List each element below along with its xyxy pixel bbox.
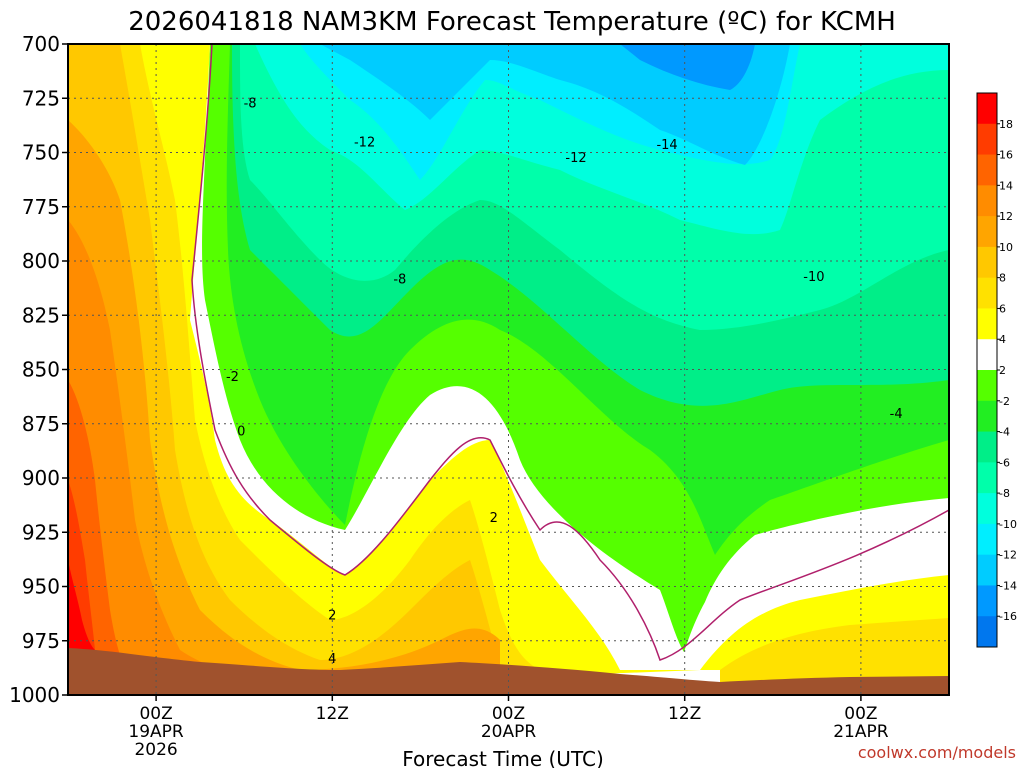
colorbar-swatch xyxy=(977,493,997,525)
credit-text: coolwx.com/models xyxy=(858,743,1016,762)
contour-label: 2 xyxy=(328,609,336,624)
y-tick-label: 900 xyxy=(22,466,60,490)
y-tick-label: 950 xyxy=(22,575,60,599)
colorbar-label: -12 xyxy=(999,549,1017,562)
terrain xyxy=(68,648,949,695)
y-tick-label: 850 xyxy=(22,358,60,382)
colorbar-label: -6 xyxy=(999,456,1010,469)
y-axis: 700 725 750 775 800 825 850 875 900 925 950 975 1000 xyxy=(9,32,68,707)
contour-label: -10 xyxy=(803,270,824,285)
colorbar-label: 16 xyxy=(999,149,1013,162)
contour-label: 2 xyxy=(490,511,498,526)
colorbar-label: -10 xyxy=(999,518,1017,531)
colorbar-swatch xyxy=(977,431,997,463)
colorbar-label: 18 xyxy=(999,118,1013,131)
x-tick-label: 00Z xyxy=(492,704,525,724)
colorbar-swatch xyxy=(977,246,997,279)
colorbar: 18 16 14 12 10 8 6 4 2 -2 -4 -6 -8 -10 -12 -14 -16 xyxy=(976,92,1017,648)
colorbar-swatch xyxy=(977,308,997,340)
contour-0 xyxy=(191,44,949,661)
colorbar-label: 2 xyxy=(999,364,1006,377)
y-tick-label: 975 xyxy=(22,629,60,653)
colorbar-label: 10 xyxy=(999,241,1013,254)
x-tick-label: 00Z xyxy=(139,704,172,724)
band-plus16 xyxy=(68,560,95,655)
colorbar-swatch xyxy=(977,585,997,617)
contour-label: -8 xyxy=(393,272,406,287)
colorbar-label: -14 xyxy=(999,579,1017,592)
colorbar-label: -2 xyxy=(999,395,1010,408)
y-tick-label: 800 xyxy=(22,249,60,273)
contour-label: -12 xyxy=(354,136,375,151)
colorbar-swatch xyxy=(977,554,997,586)
colorbar-swatch xyxy=(977,462,997,494)
x-tick-label: 20APR xyxy=(481,722,537,742)
band-plus10 xyxy=(68,220,290,695)
colorbar-label: 14 xyxy=(999,179,1013,192)
y-tick-label: 725 xyxy=(22,86,60,110)
band-right-warm xyxy=(720,618,949,690)
colorbar-label: -16 xyxy=(999,610,1017,623)
grid-lines xyxy=(68,44,949,695)
chart-title: 2026041818 NAM3KM Forecast Temperature (… xyxy=(128,7,896,37)
colorbar-label: -4 xyxy=(999,426,1010,439)
temperature-field xyxy=(68,44,949,695)
colorbar-swatch xyxy=(977,154,997,186)
y-tick-label: 925 xyxy=(22,520,60,544)
x-tick-label: 12Z xyxy=(668,704,701,724)
contour-label: -8 xyxy=(244,97,257,112)
x-tick-label: 00Z xyxy=(844,704,877,724)
contour-label: -12 xyxy=(565,151,586,166)
colorbar-label: 4 xyxy=(999,333,1006,346)
colorbar-label: -8 xyxy=(999,487,1010,500)
contour-label: 0 xyxy=(237,424,245,439)
x-tick-label: 21APR xyxy=(833,722,889,742)
contour-label: -2 xyxy=(226,370,239,385)
y-tick-label: 1000 xyxy=(9,683,60,707)
y-tick-label: 700 xyxy=(22,32,60,56)
colorbar-swatch xyxy=(977,123,997,156)
contour-labels: -8 -12 -14 -12 -8 -10 -2 -4 0 2 2 4 xyxy=(226,97,903,668)
colorbar-swatch xyxy=(977,93,997,125)
colorbar-label: 6 xyxy=(999,302,1006,315)
colorbar-swatch xyxy=(977,277,997,309)
x-axis-label: Forecast Time (UTC) xyxy=(402,747,604,768)
colorbar-swatch xyxy=(977,185,997,217)
x-tick-label: 2026 xyxy=(134,740,177,760)
contour-label: -4 xyxy=(890,407,903,422)
colorbar-swatch xyxy=(977,370,997,402)
colorbar-swatch xyxy=(977,523,997,556)
contour-label: -14 xyxy=(656,138,677,153)
band-minus16 xyxy=(620,44,755,90)
colorbar-swatch xyxy=(977,216,997,248)
colorbar-label: 8 xyxy=(999,272,1006,285)
y-tick-label: 875 xyxy=(22,412,60,436)
y-tick-label: 775 xyxy=(22,195,60,219)
y-tick-label: 750 xyxy=(22,141,60,165)
contour-label: 4 xyxy=(328,652,336,667)
x-tick-label: 12Z xyxy=(316,704,349,724)
y-tick-label: 825 xyxy=(22,303,60,327)
colorbar-label: 12 xyxy=(999,210,1013,223)
colorbar-swatch xyxy=(977,339,997,371)
colorbar-swatch xyxy=(977,400,997,433)
x-tick-label: 19APR xyxy=(128,722,184,742)
colorbar-swatch xyxy=(977,616,997,648)
